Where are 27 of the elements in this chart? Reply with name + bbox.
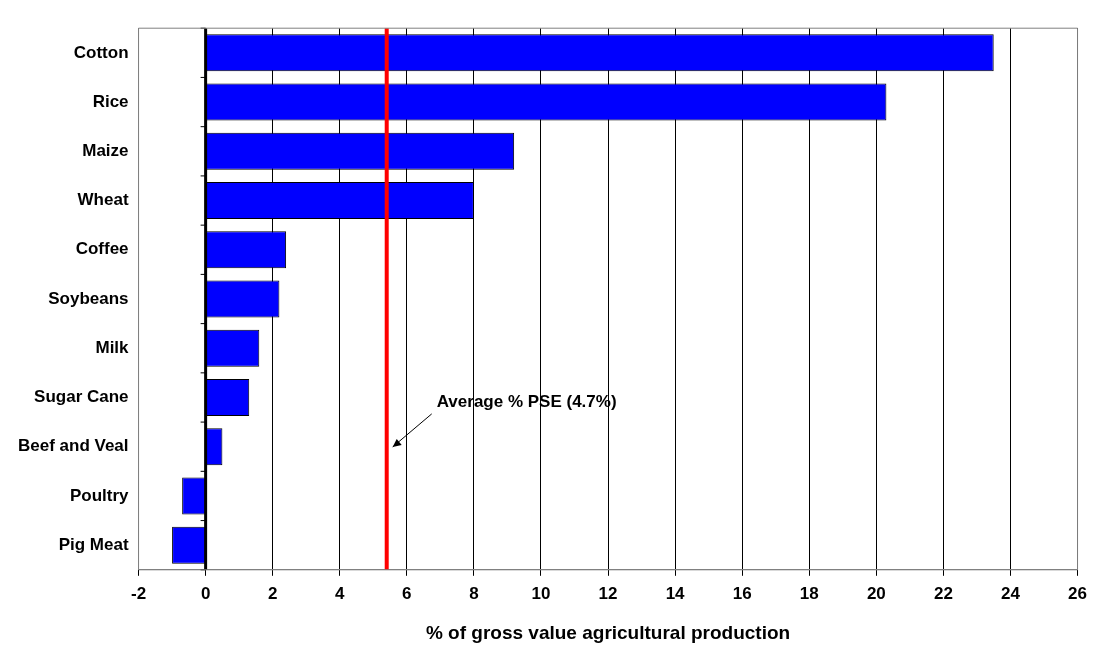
x-tick-label: 0 (200, 583, 211, 603)
x-tick-label: 8 (469, 583, 479, 603)
x-tick-label: 4 (335, 583, 346, 603)
y-tick-label: Wheat (77, 190, 129, 210)
x-tick-label: 14 (665, 583, 686, 603)
y-tick-label: Cotton (73, 42, 129, 62)
x-tick-label: -2 (130, 583, 147, 603)
x-tick-label: 22 (933, 583, 953, 603)
x-tick-label: 2 (267, 583, 278, 603)
x-tick-label: 12 (598, 583, 618, 603)
y-tick-label: Sugar Cane (34, 387, 129, 407)
y-tick-label: Coffee (75, 239, 129, 259)
x-tick-label: 10 (531, 583, 551, 603)
x-tick-label: 24 (1001, 583, 1021, 603)
x-axis-title: % of gross value agricultural production (425, 621, 791, 643)
x-tick-label: 20 (866, 583, 886, 603)
y-tick-label: Rice (92, 91, 129, 111)
y-tick-label: Soybeans (48, 288, 129, 308)
x-tick-label: 26 (1068, 583, 1088, 603)
y-tick-label: Maize (82, 140, 129, 160)
x-tick-label: 16 (732, 583, 752, 603)
x-tick-label: 18 (799, 583, 819, 603)
y-tick-label: Pig Meat (58, 534, 129, 554)
y-tick-label: Poultry (69, 485, 130, 505)
y-tick-label: Milk (95, 337, 130, 357)
x-tick-label: 6 (402, 583, 412, 603)
y-tick-label: Beef and Veal (17, 436, 129, 456)
